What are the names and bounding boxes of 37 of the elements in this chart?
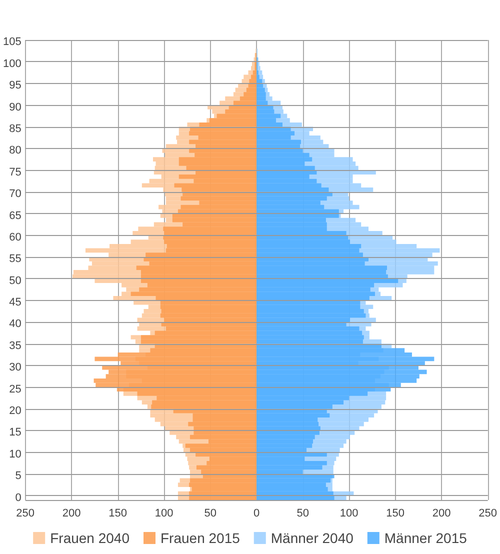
y-tick-label: 15 xyxy=(9,426,22,439)
y-tick-label: 90 xyxy=(9,101,22,114)
legend-label: Frauen 2015 xyxy=(160,530,240,546)
y-tick-label: 5 xyxy=(15,470,22,482)
legend-label: Männer 2040 xyxy=(270,530,354,546)
y-tick-label: 80 xyxy=(9,144,22,157)
y-tick-label: 50 xyxy=(9,274,22,287)
x-tick-label: 200 xyxy=(432,508,451,520)
y-tick-label: 95 xyxy=(9,80,22,92)
y-tick-label: 75 xyxy=(9,166,22,178)
y-tick-label: 70 xyxy=(9,188,22,200)
x-tick-label: 250 xyxy=(16,508,35,520)
y-tick-label: 30 xyxy=(9,362,22,374)
x-tick-label: 100 xyxy=(340,508,358,520)
y-tick-label: 10 xyxy=(9,448,22,460)
y-tick-label: 85 xyxy=(9,122,22,135)
x-tick-label: 0 xyxy=(254,508,260,520)
y-tick-label: 35 xyxy=(9,340,22,352)
x-tick-label: 100 xyxy=(154,508,174,520)
y-tick-label: 60 xyxy=(9,231,22,244)
legend-label: Frauen 2040 xyxy=(50,530,130,546)
y-tick-label: 0 xyxy=(15,492,22,504)
y-tick-label: 105 xyxy=(2,36,22,48)
x-tick-label: 150 xyxy=(108,508,128,520)
x-tick-label: 250 xyxy=(478,508,498,520)
x-tick-label: 50 xyxy=(204,508,216,520)
y-tick-label: 100 xyxy=(2,58,22,70)
y-tick-label: 25 xyxy=(9,383,22,396)
y-tick-label: 40 xyxy=(9,318,22,330)
y-tick-label: 45 xyxy=(9,296,22,309)
legend-label: Männer 2015 xyxy=(384,530,468,546)
y-tick-label: 55 xyxy=(9,253,22,266)
y-tick-label: 20 xyxy=(9,405,22,418)
x-tick-label: 50 xyxy=(296,508,309,520)
x-tick-label: 150 xyxy=(386,508,405,520)
x-tick-label: 200 xyxy=(62,508,81,520)
y-tick-label: 65 xyxy=(9,210,22,222)
